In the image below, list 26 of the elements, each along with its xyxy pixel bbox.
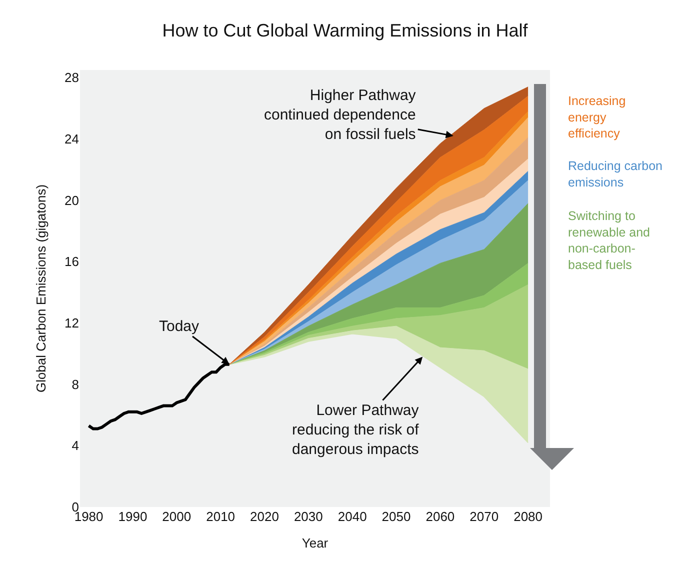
x-tick-label: 2050: [382, 509, 411, 524]
y-tick-label: 8: [72, 376, 79, 392]
x-tick-label: 2060: [426, 509, 455, 524]
x-tick-label: 2080: [514, 509, 542, 524]
text: Increasing energy efficiency: [568, 94, 626, 140]
annotation: Lower Pathway reducing the risk of dangerous impacts: [292, 402, 420, 458]
x-tick-label: 1990: [118, 509, 148, 524]
x-tick-label: 2030: [294, 509, 323, 524]
x-tick-label: 2070: [470, 509, 499, 524]
y-tick-label: 24: [64, 132, 79, 147]
y-tick-label: 16: [64, 254, 79, 270]
y-axis-title: Global Carbon Emissions (gigatons): [33, 184, 48, 393]
x-axis-title: Year: [302, 536, 329, 551]
y-tick-label: 20: [64, 192, 79, 208]
text: Reducing carbon emissions: [568, 159, 663, 190]
x-tick-label: 2000: [162, 509, 192, 524]
annotation: Higher Pathway continued dependence on fossil fuels: [264, 87, 416, 143]
text: Switching to renewable and non-carbon- based fuels: [568, 209, 650, 272]
x-tick-label: 2020: [250, 509, 279, 524]
annotation: Today: [159, 318, 200, 335]
x-tick-label: 2010: [206, 509, 236, 524]
x-tick-label: 2040: [338, 509, 367, 524]
y-tick-label: 28: [64, 70, 79, 86]
y-tick-label: 4: [72, 438, 79, 454]
chart-title: How to Cut Global Warming Emissions in Half: [162, 20, 529, 40]
y-tick-label: 12: [64, 316, 79, 331]
